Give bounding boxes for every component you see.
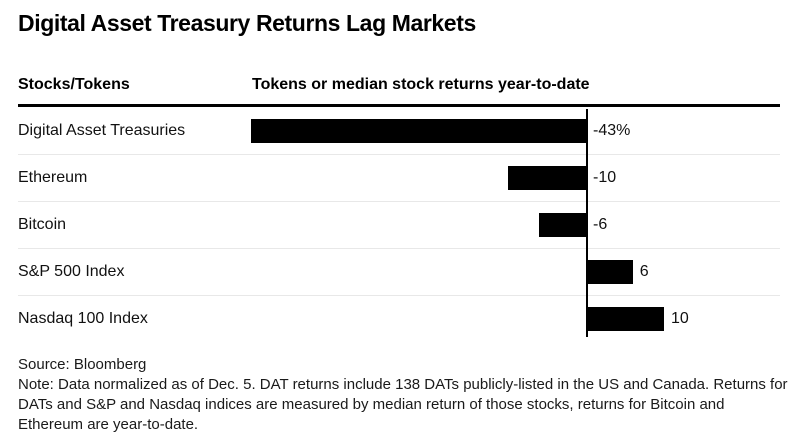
row-label: Ethereum — [18, 169, 88, 186]
value-label: 6 — [639, 263, 649, 280]
value-label: -43% — [593, 121, 631, 139]
column-header-stocks-tokens: Stocks/Tokens — [18, 76, 130, 93]
note-text: Note: Data normalized as of Dec. 5. DAT … — [18, 376, 788, 433]
bar — [508, 166, 586, 190]
source-text: Source: Bloomberg — [18, 356, 147, 373]
header-rule — [18, 104, 780, 107]
bar — [539, 213, 586, 237]
column-header-returns: Tokens or median stock returns year-to-d… — [252, 76, 590, 93]
bar — [586, 307, 664, 331]
table-row: Nasdaq 100 Index 10 — [18, 295, 780, 342]
table-row: Ethereum -10 — [18, 154, 780, 201]
table-header: Stocks/Tokens Tokens or median stock ret… — [18, 76, 780, 94]
value-label: -10 — [593, 169, 617, 186]
row-label: Digital Asset Treasuries — [18, 121, 186, 139]
row-label: Nasdaq 100 Index — [18, 310, 148, 327]
table-row: Bitcoin -6 — [18, 201, 780, 248]
chart-rows: Digital Asset Treasuries -43% Ethereum -10 B… — [18, 107, 780, 342]
table-row: S&P 500 Index 6 — [18, 248, 780, 295]
table-row: Digital Asset Treasuries -43% — [18, 107, 780, 154]
zero-axis-line — [586, 109, 588, 337]
bar — [250, 118, 586, 143]
footer: Source: Bloomberg Note: Data normalized … — [18, 355, 788, 435]
row-label: S&P 500 Index — [18, 263, 125, 280]
bar — [586, 260, 633, 284]
value-label: 10 — [671, 310, 689, 327]
page-title: Digital Asset Treasury Returns Lag Marke… — [18, 10, 476, 36]
row-label: Bitcoin — [18, 216, 67, 233]
value-label: -6 — [593, 216, 608, 233]
